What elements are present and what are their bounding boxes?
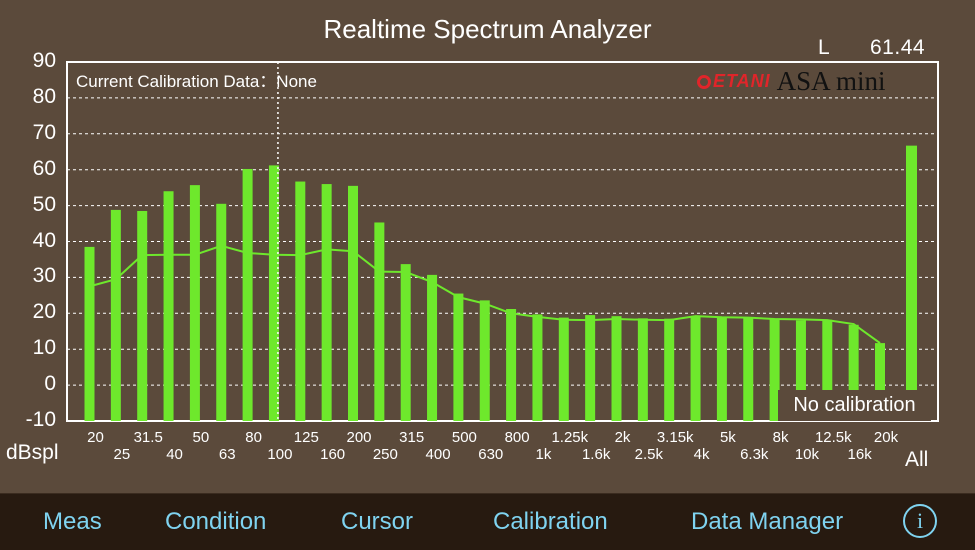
x-tick-label: 20k xyxy=(874,429,899,446)
etani-logo-icon xyxy=(697,74,711,89)
spectrum-bar xyxy=(268,165,279,421)
y-tick-label: 20 xyxy=(32,300,56,324)
spectrum-bar xyxy=(716,317,727,421)
spectrum-bar xyxy=(110,209,121,421)
spectrum-bar xyxy=(690,316,701,421)
y-axis-unit-label: dBspl xyxy=(6,441,59,464)
y-tick-label: -10 xyxy=(25,408,56,431)
x-tick-label: 1k xyxy=(536,446,552,463)
y-tick-label: 70 xyxy=(32,120,56,144)
spectrum-bar xyxy=(795,320,806,421)
spectrum-chart[interactable]: 202531.540506380100125160200250315400500… xyxy=(0,0,975,490)
spectrum-bar xyxy=(822,319,833,421)
calibration-data-label: Current Calibration Data：None xyxy=(76,72,317,91)
x-tick-label: 10k xyxy=(795,446,820,463)
x-tick-label: 5k xyxy=(720,429,736,446)
spectrum-bar xyxy=(479,300,490,421)
bottom-toolbar: Meas Condition Cursor Calibration Data M… xyxy=(0,493,975,550)
x-tick-label: 2k xyxy=(615,429,631,446)
y-tick-label: 0 xyxy=(44,372,56,396)
spectrum-bar xyxy=(532,314,543,421)
spectrum-bar xyxy=(637,318,648,421)
condition-button[interactable]: Condition xyxy=(165,508,267,535)
x-tick-label: 125 xyxy=(294,429,319,446)
level-readout: L 61.44 xyxy=(818,36,925,60)
x-tick-label: 63 xyxy=(219,446,236,463)
x-tick-label: 16k xyxy=(848,446,873,463)
spectrum-bar xyxy=(585,315,596,421)
spectrum-bar xyxy=(163,191,174,421)
x-tick-label: 1.6k xyxy=(582,446,611,463)
info-icon[interactable]: i xyxy=(903,504,937,538)
meas-button[interactable]: Meas xyxy=(43,508,102,535)
spectrum-bar xyxy=(348,185,358,421)
x-tick-label: 20 xyxy=(87,429,104,446)
x-tick-label: 31.5 xyxy=(134,429,163,446)
x-tick-label: 315 xyxy=(399,429,424,446)
level-value: 61.44 xyxy=(870,36,926,59)
spectrum-bar xyxy=(84,246,95,421)
spectrum-bar xyxy=(743,317,754,421)
y-tick-label: 40 xyxy=(32,228,56,252)
x-tick-label: 500 xyxy=(452,429,477,446)
spectrum-bar xyxy=(848,324,859,421)
spectrum-bar xyxy=(295,181,306,421)
overall-bar-label: All xyxy=(905,448,929,471)
y-tick-label: 30 xyxy=(32,264,56,288)
x-tick-label: 160 xyxy=(320,446,345,463)
x-tick-label: 200 xyxy=(346,429,371,446)
x-tick-label: 25 xyxy=(114,446,131,463)
brand-name: ETANI xyxy=(713,71,771,91)
x-tick-label: 4k xyxy=(694,446,710,463)
overall-bar xyxy=(906,145,917,421)
x-tick-label: 1.25k xyxy=(551,429,588,446)
average-line xyxy=(89,244,881,344)
spectrum-bar xyxy=(453,293,464,421)
x-tick-label: 12.5k xyxy=(815,429,852,446)
spectrum-bar xyxy=(611,316,622,421)
x-tick-label: 400 xyxy=(426,446,451,463)
y-tick-label: 60 xyxy=(32,156,56,180)
model-name: ASA mini xyxy=(776,66,886,96)
y-tick-label: 50 xyxy=(32,192,56,216)
x-tick-label: 8k xyxy=(773,429,789,446)
spectrum-bar xyxy=(216,203,227,421)
brand-logo: ETANI ASA mini xyxy=(697,66,885,96)
spectrum-bar xyxy=(374,222,385,421)
spectrum-bar xyxy=(558,317,569,421)
spectrum-bar xyxy=(769,319,780,421)
x-tick-label: 2.5k xyxy=(635,446,664,463)
x-tick-label: 250 xyxy=(373,446,398,463)
cursor-button[interactable]: Cursor xyxy=(341,508,414,535)
spectrum-bar xyxy=(875,343,885,421)
x-tick-label: 630 xyxy=(478,446,503,463)
data-manager-button[interactable]: Data Manager xyxy=(691,508,844,535)
app-title: Realtime Spectrum Analyzer xyxy=(323,14,652,44)
spectrum-bar xyxy=(506,308,517,421)
calibration-status-badge: No calibration xyxy=(778,390,931,421)
spectrum-bar xyxy=(321,184,332,421)
spectrum-bar xyxy=(427,274,438,421)
x-tick-label: 800 xyxy=(505,429,530,446)
y-tick-label: 10 xyxy=(32,336,56,360)
x-tick-label: 100 xyxy=(267,446,292,463)
calibration-button[interactable]: Calibration xyxy=(493,508,608,535)
spectrum-bar xyxy=(137,210,148,421)
y-tick-label: 90 xyxy=(32,49,56,72)
x-tick-label: 50 xyxy=(193,429,210,446)
x-tick-label: 40 xyxy=(166,446,183,463)
channel-label: L xyxy=(818,36,831,59)
x-tick-label: 6.3k xyxy=(740,446,769,463)
x-tick-label: 3.15k xyxy=(657,429,694,446)
spectrum-bar xyxy=(189,185,200,421)
x-tick-label: 80 xyxy=(245,429,262,446)
spectrum-bar xyxy=(664,318,675,421)
y-tick-label: 80 xyxy=(32,84,56,108)
spectrum-bar xyxy=(400,264,411,421)
spectrum-bar xyxy=(242,168,253,421)
